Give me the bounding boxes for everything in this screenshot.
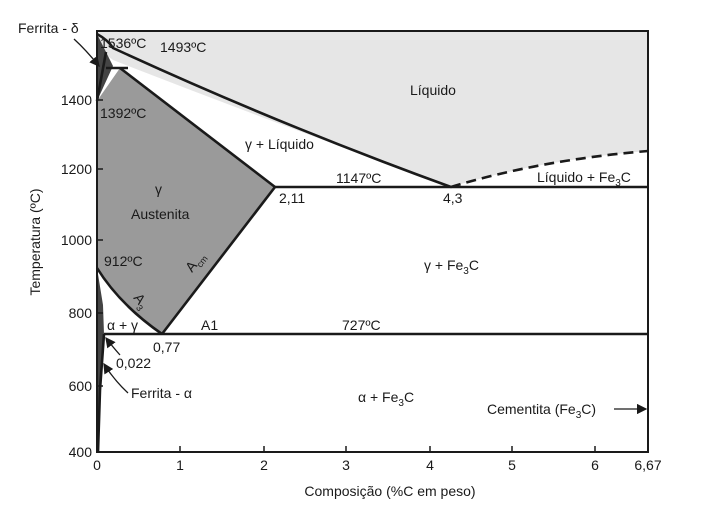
label-liquid: Líquido [410, 82, 456, 98]
label-912c: 912ºC [104, 253, 143, 269]
x-tick-label: 5 [508, 457, 516, 473]
label-alpha-fe3c: α + Fe3C [358, 389, 414, 409]
x-tick-label: 1 [176, 457, 184, 473]
y-axis-title: Temperatura (ºC) [27, 188, 43, 295]
plot-frame [96, 30, 649, 453]
acm-line [160, 186, 277, 335]
label-0022: 0,022 [116, 355, 151, 371]
label-a1: A1 [201, 317, 218, 333]
x-ticks: 0 1 2 3 4 5 6 6,67 [93, 446, 662, 473]
label-cementite: Cementita (Fe3C) [487, 401, 596, 421]
x-tick-label: 2 [260, 457, 268, 473]
x-tick-label: 0 [93, 457, 101, 473]
label-1493c: 1493ºC [160, 39, 206, 55]
ferrite-delta-arrow [73, 38, 100, 68]
austenite-region [97, 68, 275, 334]
label-liquid-fe3c: Líquido + Fe3C [537, 169, 631, 189]
delta-gamma-line [95, 51, 108, 102]
y-ticks: 400 600 800 1000 1200 1400 [61, 92, 103, 460]
label-077: 0,77 [153, 339, 180, 355]
label-gamma-liquid: γ + Líquido [245, 136, 314, 152]
y-tick-label: 400 [69, 444, 93, 460]
y-tick-label: 800 [69, 305, 93, 321]
solidus-line [119, 66, 276, 189]
alpha-solvus-line [96, 333, 106, 453]
y-tick-label: 1400 [61, 92, 92, 108]
label-1536c: 1536ºC [100, 35, 146, 51]
label-43: 4,3 [443, 190, 463, 206]
a3-line [95, 267, 163, 336]
label-211: 2,11 [279, 190, 305, 206]
liquidus-left-line [96, 32, 452, 189]
label-austenite: Austenita [131, 206, 190, 222]
ferrite-alpha-arrow [103, 362, 129, 394]
y-tick-label: 600 [69, 378, 93, 394]
label-ferrite-delta: Ferrita - δ [18, 20, 79, 36]
liquidus-right-dashed-line [450, 149, 649, 189]
x-tick-label: 6 [591, 457, 599, 473]
y-tick-label: 1000 [61, 232, 92, 248]
label-1392c: 1392ºC [100, 105, 146, 121]
label-ferrite-alpha: Ferrita - α [131, 385, 192, 401]
x-axis-title: Composição (%C em peso) [304, 483, 475, 499]
label-gamma-fe3c: γ + Fe3C [424, 257, 479, 277]
x-tick-label: 3 [342, 457, 350, 473]
x-tick-label: 4 [426, 457, 434, 473]
label-727c: 727ºC [342, 317, 381, 333]
y-tick-label: 1200 [61, 161, 92, 177]
label-1147c: 1147ºC [336, 170, 381, 186]
label-alpha-gamma: α + γ [107, 317, 138, 333]
label-gamma-symbol: γ [155, 181, 162, 197]
x-tick-label: 6,67 [634, 457, 661, 473]
point-0022-arrow [105, 336, 121, 356]
liquid-region [97, 31, 648, 187]
